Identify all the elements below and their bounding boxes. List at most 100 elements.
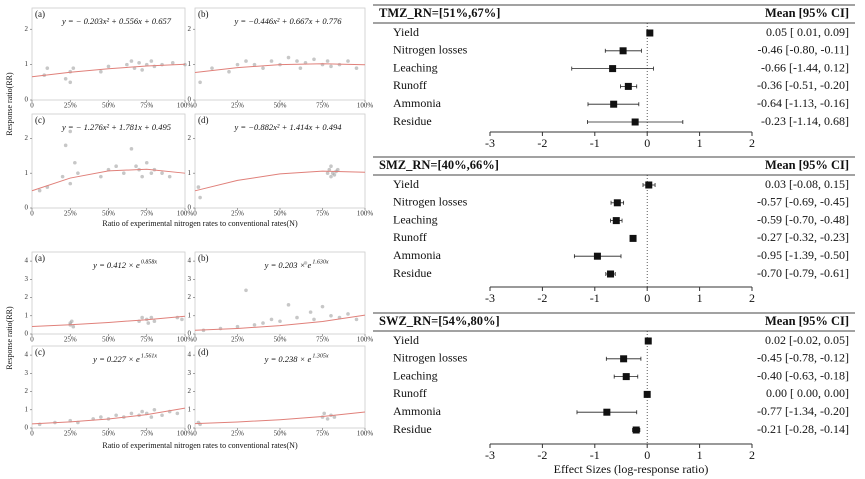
- mean-marker: [607, 270, 615, 278]
- point: [149, 171, 154, 175]
- value-label: 0.00 [ 0.00, 0.00]: [766, 386, 849, 400]
- x-tick-label: 0: [30, 430, 34, 438]
- point: [325, 59, 330, 63]
- point: [68, 80, 73, 85]
- point: [332, 415, 337, 419]
- y-tick-label: 1: [25, 405, 29, 413]
- mean-marker: [646, 29, 654, 37]
- point: [140, 315, 144, 320]
- panel-label: (d): [198, 347, 209, 357]
- x-tick-label: 0: [644, 448, 650, 462]
- point: [114, 164, 118, 169]
- value-label: 0.02 [-0.02, 0.05]: [765, 333, 849, 347]
- x-tick-label: 50%: [102, 102, 115, 110]
- x-tick-label: 100%: [177, 102, 194, 110]
- point: [327, 167, 332, 172]
- x-tick-label: 100%: [177, 336, 194, 344]
- y-axis-title: Response ratio(RR): [5, 306, 14, 370]
- point: [198, 80, 202, 85]
- x-tick-label: -1: [590, 448, 600, 462]
- mean-marker: [620, 355, 628, 363]
- y-tick-label: 0: [25, 96, 29, 104]
- row-label: Nitrogen losses: [393, 351, 468, 365]
- point: [269, 59, 274, 63]
- x-tick-label: 0: [644, 136, 650, 150]
- point: [114, 413, 118, 418]
- y-tick-label: 4: [25, 257, 29, 265]
- point: [295, 315, 299, 320]
- y-tick-label: 2: [25, 293, 29, 301]
- point: [144, 160, 149, 165]
- x-tick-label: 50%: [102, 210, 115, 218]
- x-tick-label: 25%: [231, 210, 244, 218]
- point: [227, 69, 231, 74]
- row-label: Leaching: [393, 212, 438, 226]
- x-tick-label: 25%: [231, 336, 244, 344]
- y-tick-label: 1: [25, 169, 29, 177]
- point: [99, 174, 103, 179]
- mean-marker: [632, 426, 640, 434]
- y-tick-label: 0: [188, 96, 192, 104]
- point: [312, 57, 316, 62]
- point: [278, 319, 282, 324]
- y-tick-label: 0: [188, 204, 192, 212]
- mean-marker: [631, 118, 639, 126]
- y-tick-label: 3: [188, 369, 192, 377]
- x-tick-label: 50%: [102, 430, 115, 438]
- x-tick-label: 25%: [64, 102, 77, 110]
- point: [170, 61, 175, 65]
- fit-curve: [194, 411, 366, 425]
- mean-marker: [612, 217, 620, 225]
- x-tick-label: 50%: [274, 102, 287, 110]
- x-tick-label: 75%: [316, 210, 329, 218]
- value-label: -0.64 [-1.13, -0.16]: [757, 96, 849, 110]
- x-tick-label: -2: [537, 136, 547, 150]
- point: [196, 185, 201, 189]
- value-label: -0.45 [-0.78, -0.12]: [757, 351, 849, 365]
- x-tick-label: 25%: [231, 430, 244, 438]
- x-tick-label: 75%: [316, 336, 329, 344]
- x-tick-label: 2: [749, 291, 755, 305]
- value-label: -0.59 [-0.70, -0.48]: [757, 212, 849, 226]
- row-label: Yield: [393, 25, 419, 39]
- x-tick-label: 0: [644, 291, 650, 305]
- mean-marker: [610, 100, 618, 108]
- row-label: Runoff: [393, 230, 427, 244]
- x-tick-label: 75%: [140, 102, 153, 110]
- equation: y = − 1.276x² + 1.781x + 0.495: [61, 122, 171, 132]
- equation-exponent: 1.630x: [312, 259, 329, 265]
- y-tick-label: 2: [25, 134, 29, 142]
- point: [37, 188, 42, 193]
- forest-title: SMZ_RN=[40%,66%]: [379, 158, 499, 172]
- x-tick-label: 50%: [274, 336, 287, 344]
- x-tick-label: 0: [193, 430, 197, 438]
- y-tick-label: 2: [188, 134, 192, 142]
- value-label: 0.05 [ 0.01, 0.09]: [766, 25, 849, 39]
- y-tick-label: 1: [188, 311, 192, 319]
- y-tick-label: 3: [25, 369, 29, 377]
- point: [63, 76, 68, 81]
- point: [346, 59, 350, 63]
- point: [286, 55, 291, 60]
- y-tick-label: 4: [188, 257, 192, 265]
- x-tick-label: 0: [193, 210, 197, 218]
- x-tick-label: 0: [30, 102, 34, 110]
- x-axis-title: Effect Sizes (log-response ratio): [554, 462, 709, 476]
- y-tick-label: 2: [188, 25, 192, 33]
- forest-header: Mean [95% CI]: [765, 158, 849, 172]
- row-label: Yield: [393, 333, 419, 347]
- fit-curve: [194, 63, 366, 74]
- y-tick-label: 1: [25, 311, 29, 319]
- point: [210, 66, 214, 70]
- equation: y = 0.227 × e: [92, 354, 140, 364]
- y-tick-label: 0: [188, 330, 192, 338]
- point: [140, 174, 144, 179]
- x-tick-label: -3: [485, 136, 495, 150]
- point: [312, 317, 316, 322]
- point: [329, 64, 333, 69]
- x-tick-label: 25%: [64, 210, 77, 218]
- y-tick-label: 2: [188, 387, 192, 395]
- row-label: Ammonia: [393, 96, 442, 110]
- y-axis-title: Response ratio(RR): [5, 72, 14, 136]
